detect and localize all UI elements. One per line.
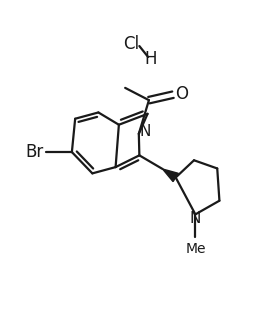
Text: H: H: [144, 50, 156, 68]
Text: Me: Me: [185, 242, 206, 256]
Text: Cl: Cl: [123, 35, 139, 53]
Text: N: N: [190, 211, 201, 226]
Text: Br: Br: [25, 143, 44, 161]
Text: O: O: [175, 85, 188, 103]
Polygon shape: [163, 169, 178, 182]
Text: N: N: [139, 124, 150, 139]
